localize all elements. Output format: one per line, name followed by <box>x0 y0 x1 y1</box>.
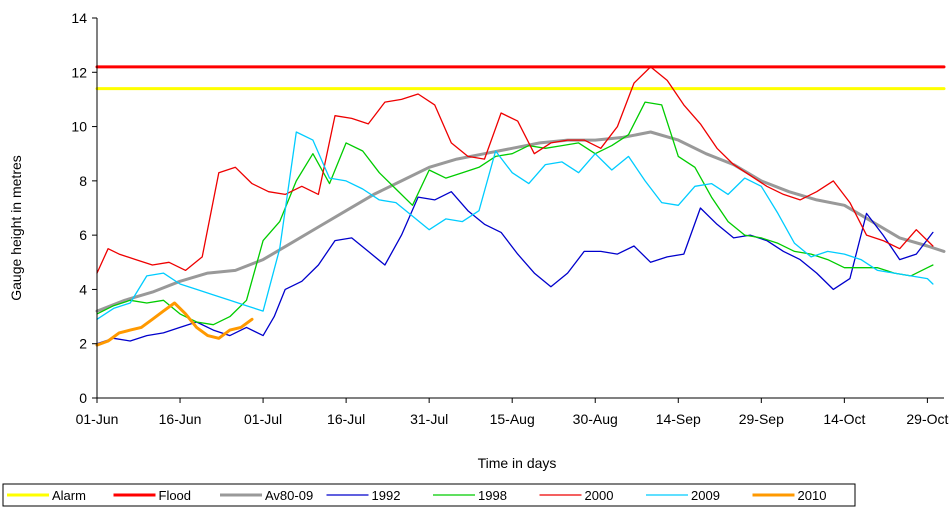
legend-label-alarm: Alarm <box>52 488 86 503</box>
series-line-2010 <box>95 301 254 347</box>
legend-label-2009: 2009 <box>691 488 720 503</box>
y-tick-label: 8 <box>79 173 87 189</box>
legend-label-av80-09: Av80-09 <box>265 488 313 503</box>
series-line-av80-09 <box>95 130 946 313</box>
x-tick-label: 16-Jul <box>327 411 365 427</box>
x-tick-label: 14-Sep <box>656 411 701 427</box>
legend-label-1992: 1992 <box>372 488 401 503</box>
y-axis-title: Gauge height in metres <box>8 155 24 301</box>
y-tick-label: 14 <box>71 10 87 26</box>
y-tick-label: 0 <box>79 390 87 406</box>
legend-label-2010: 2010 <box>798 488 827 503</box>
y-tick-label: 12 <box>71 64 87 80</box>
y-axis-title-group: Gauge height in metres <box>8 155 24 301</box>
y-tick-label: 4 <box>79 281 87 297</box>
x-tick-label: 30-Aug <box>573 411 618 427</box>
plot-area <box>95 65 946 347</box>
x-tick-label: 01-Jul <box>244 411 282 427</box>
x-tick-label: 14-Oct <box>823 411 865 427</box>
series-line-2009 <box>96 131 934 320</box>
x-tick-label: 16-Jun <box>159 411 202 427</box>
y-tick-label: 10 <box>71 119 87 135</box>
series-line-2000 <box>96 66 934 274</box>
legend-label-flood: Flood <box>159 488 192 503</box>
legend: Alarm Flood Av80-09 1992 1998 2000 2009 2010 <box>2 483 856 507</box>
y-tick-label: 6 <box>79 227 87 243</box>
x-tick-label: 31-Jul <box>410 411 448 427</box>
x-tick-label: 29-Oct <box>906 411 948 427</box>
x-tick-label: 01-Jun <box>76 411 119 427</box>
series-line-1998 <box>96 101 934 326</box>
x-axis-title: Time in days <box>478 455 557 471</box>
legend-label-1998: 1998 <box>478 488 507 503</box>
legend-box <box>2 483 856 507</box>
x-tick-label: 29-Sep <box>739 411 784 427</box>
legend-label-2000: 2000 <box>585 488 614 503</box>
series-line-1992 <box>96 191 934 345</box>
axes: 0 2 4 6 8 10 12 14 01-Jun 16-Jun 01-Jul 16-Jul 31-Ju… <box>71 10 948 427</box>
x-tick-label: 15-Aug <box>490 411 535 427</box>
y-tick-label: 2 <box>79 336 87 352</box>
